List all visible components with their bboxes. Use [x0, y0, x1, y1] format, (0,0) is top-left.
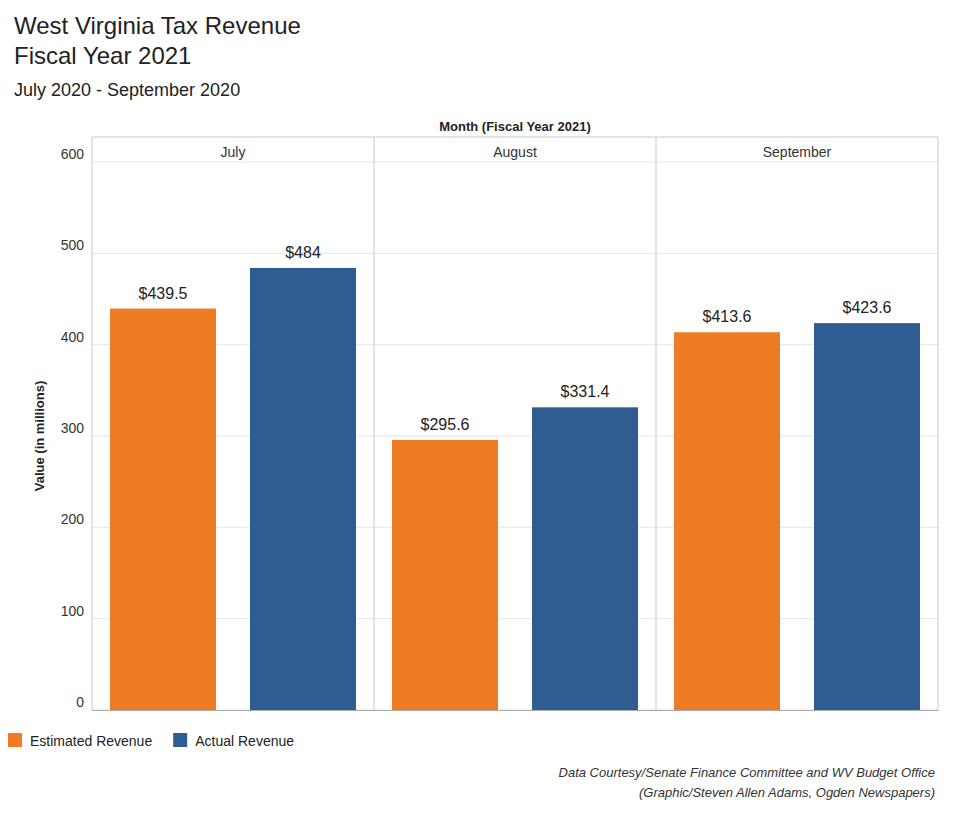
panel-divider	[938, 137, 939, 710]
bar	[250, 268, 356, 710]
bar	[814, 323, 920, 710]
data-label: $331.4	[561, 383, 610, 400]
bar	[674, 332, 780, 710]
grid-line	[92, 436, 938, 437]
grid-line	[92, 162, 938, 163]
source-note: (Graphic/Steven Allen Adams, Ogden Newsp…	[639, 785, 935, 800]
data-labels: $439.5 $484 $295.6 $331.4 $413.6 $423.6	[139, 244, 892, 433]
chart: West Virginia Tax Revenue Fiscal Year 202…	[0, 0, 960, 840]
data-label: $484	[285, 244, 321, 261]
bars	[110, 268, 920, 710]
y-tick-label: 200	[61, 511, 85, 527]
y-axis-label: Value (in millions)	[32, 381, 47, 492]
legend-label: Estimated Revenue	[30, 733, 152, 749]
grid-line	[92, 527, 938, 528]
data-label: $413.6	[703, 308, 752, 325]
category-label: July	[221, 144, 246, 160]
grid-line	[92, 344, 938, 345]
y-tick-label: 600	[61, 146, 85, 162]
y-tick-label: 300	[61, 420, 85, 436]
category-label: September	[763, 144, 832, 160]
panel-divider	[374, 137, 375, 710]
header-border	[92, 137, 938, 138]
panel-divider	[92, 137, 93, 710]
bar	[532, 407, 638, 710]
legend-swatch	[8, 733, 22, 747]
legend-label: Actual Revenue	[195, 733, 294, 749]
y-tick-label: 500	[61, 237, 85, 253]
title: Fiscal Year 2021	[14, 42, 191, 69]
grid-line	[92, 710, 938, 711]
grid-line	[92, 253, 938, 254]
y-tick-label: 100	[61, 603, 85, 619]
source-note: Data Courtesy/Senate Finance Committee a…	[559, 765, 935, 780]
subtitle: July 2020 - September 2020	[14, 80, 240, 100]
grid-line	[92, 618, 938, 619]
y-tick-label: 400	[61, 329, 85, 345]
legend-swatch	[173, 733, 187, 747]
page: {"chart_data": {"type": "bar", "title": …	[0, 0, 960, 840]
panel-divider	[656, 137, 657, 710]
x-axis-line	[92, 710, 938, 711]
bar	[392, 440, 498, 710]
title: West Virginia Tax Revenue	[14, 12, 301, 39]
data-label: $423.6	[843, 299, 892, 316]
x-axis-label: Month (Fiscal Year 2021)	[439, 119, 591, 134]
data-label: $439.5	[139, 285, 188, 302]
data-label: $295.6	[421, 416, 470, 433]
y-tick-label: 0	[76, 694, 84, 710]
category-label: August	[493, 144, 537, 160]
bar	[110, 309, 216, 710]
